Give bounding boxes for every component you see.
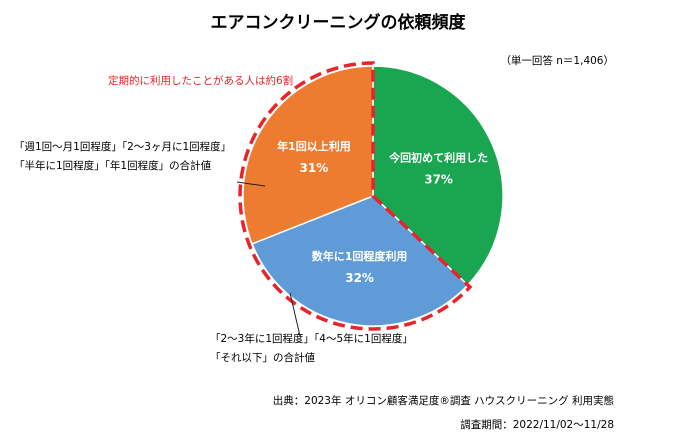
pie-slice-label-0: 今回初めて利用した: [388, 151, 488, 165]
survey-period: 調査期間：2022/11/02～11/28: [460, 418, 614, 431]
source-note: 出典：2023年 オリコン顧客満足度®調査 ハウスクリーニング 利用実態: [273, 394, 614, 407]
multi-year-annotation-line-1: 「2～3年に1回程度」「4～5年に1回程度」: [210, 332, 413, 345]
yearly-annotation-leader: [236, 181, 266, 187]
pie-slice-value-0: 37%: [424, 173, 453, 187]
sample-note: （単一回答 n＝1,406）: [500, 54, 614, 67]
pie-slice-labels: 今回初めて利用した 37% 数年に1回程度利用 32% 年1回以上利用 31%: [277, 139, 488, 285]
pie-slice-value-2: 31%: [300, 161, 329, 175]
pie-slice-label-1: 数年に1回程度利用: [312, 249, 408, 263]
multi-year-annotation-leader: [289, 292, 301, 337]
chart-title: エアコンクリーニングの依頼頻度: [211, 12, 467, 33]
yearly-annotation-line-2: 「半年に1回程度」「年1回程度」の合計値: [14, 159, 212, 172]
pie-slice-label-2: 年1回以上利用: [277, 139, 351, 153]
pie-slice-0: [372, 65, 504, 287]
regular-use-highlight-outline: [238, 61, 473, 331]
pie-slice-2: [242, 65, 374, 245]
regular-use-callout: 定期的に利用したことがある人は約6割: [108, 74, 293, 87]
pie-slice-1: [251, 195, 469, 327]
yearly-annotation-line-1: 「週1回～月1回程度」「2～3ヶ月に1回程度」: [14, 140, 231, 153]
pie-slices: [242, 65, 504, 327]
multi-year-annotation-line-2: 「それ以下」の合計値: [210, 351, 315, 364]
pie-slice-value-1: 32%: [345, 271, 374, 285]
